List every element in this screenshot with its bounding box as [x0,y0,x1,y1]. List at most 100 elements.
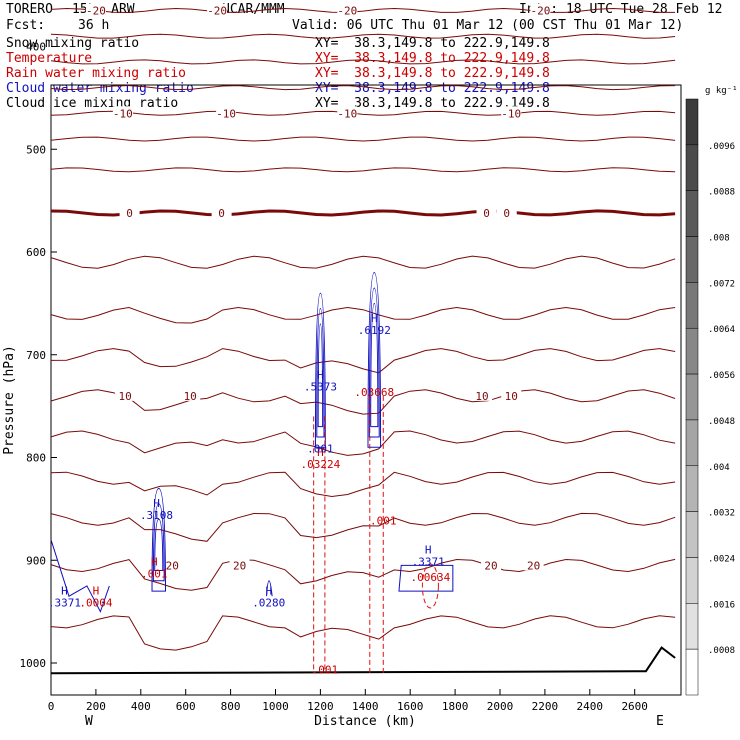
x-tick-label-2400: 2400 [577,700,604,713]
x-tick-label-400: 400 [131,700,151,713]
isotherm-line-21 [50,389,676,415]
extremum-value-2: .0004 [79,596,112,609]
y-tick-label-500: 500 [26,143,46,156]
cloud-water-contour-0-2 [317,323,324,428]
field-xy-temperature: XY= 38.3,149.8 to 222.9,149.8 [315,51,550,66]
colorbar-swatch-8 [685,465,699,512]
extremum-marker-9: H [371,312,378,325]
x-tick-label-0: 0 [48,700,55,713]
colorbar-tick-label-8: .0032 [708,509,735,519]
isotherm-label-5-0: 10 [118,390,131,403]
cloud-water-contour-mid [266,580,273,597]
colorbar-swatch-9 [685,511,699,558]
isotherm-line-16 [50,167,676,173]
colorbar-swatch-5 [685,327,699,375]
extremum-value-10: .03668 [354,386,394,399]
colorbar-swatch-0 [685,98,699,146]
field-name-cloud-ice: Cloud ice mixing ratio [6,96,179,111]
extremum-marker-3: H [153,497,160,510]
model-resolution: 15km ARW [72,2,135,17]
y-tick-label-900: 900 [26,554,46,567]
extremum-value-14: .001 [312,663,339,676]
model-name: TORERO [6,2,53,17]
isotherm-label-bg-2-2 [337,3,358,16]
colorbar-tick-label-9: .0024 [708,554,735,564]
x-tick-label-200: 200 [86,700,106,713]
extremum-value-3: .3108 [140,509,173,522]
isotherm-label-bg-4-2 [476,205,497,218]
isotherm-line-22 [50,430,676,456]
cloud-water-contour-2-2 [154,518,164,572]
isotherm-label-5-3: 10 [505,390,518,403]
field-name-cloud-water: Cloud water mixing ratio [6,81,194,96]
isotherm-label-6-3: 20 [527,559,540,572]
forecast-hour: 36 h [78,18,110,33]
valid-time: Valid: 06 UTC Thu 01 Mar 12 (00 CST Thu … [292,18,684,33]
x-tick-label-600: 600 [176,700,196,713]
isotherm-line-20 [50,348,676,374]
isotherm-label-6-0: 20 [166,559,179,572]
center-name: NCAR/MMM [222,2,285,17]
isotherm-label-3-1: -10 [216,107,236,120]
cloud-water-contour-east [398,564,454,592]
forecast-label: Fcst: [6,18,46,33]
isotherm-line-15 [50,136,676,142]
isotherm-line-14 [50,110,676,116]
extremum-value-12: .3371 [412,555,445,568]
isotherm-label-4-1: 0 [218,207,225,220]
field-xy-cloud-ice: XY= 38.3,149.8 to 222.9,149.8 [315,96,550,111]
cloud-water-contour-1-1 [368,287,380,438]
cloud-water-contour-2-0 [151,487,166,592]
colorbar-swatch-12 [685,648,699,696]
isotherm-label-bg-5-2 [472,388,493,401]
extremum-marker-2: H [93,584,100,597]
cloud-water-contour-west [50,539,110,613]
x-tick-label-1600: 1600 [397,700,424,713]
isotherm-label-4-3: 0 [503,207,510,220]
extremum-value-5: .0280 [252,596,285,609]
colorbar-unit: g kg⁻¹ [705,86,738,96]
field-xy-snow: XY= 38.3,149.8 to 222.9,149.8 [315,36,550,51]
isotherm-label-5-2: 10 [475,390,488,403]
colorbar-swatch-11 [685,603,699,650]
cloud-water-contour-0-0 [314,292,326,448]
extremum-value-6: .5373 [304,381,337,394]
x-tick-label-800: 800 [221,700,241,713]
extremum-marker-5: H [265,584,272,597]
isotherm-label-bg-4-0 [119,205,140,218]
y-axis-label: Pressure (hPa) [2,345,17,455]
x-tick-label-2200: 2200 [532,700,559,713]
field-xy-cloud-water: XY= 38.3,149.8 to 222.9,149.8 [315,81,550,96]
extremum-value-13: .00634 [411,571,451,584]
colorbar-tick-label-5: .0056 [708,371,735,381]
isotherm-line-17 [50,209,676,217]
isotherm-label-6-1: 20 [233,559,246,572]
extremum-value-1: .3371 [48,596,81,609]
init-time: Init: 18 UTC Tue 28 Feb 12 [519,2,723,17]
extremum-value-8: .001 [307,442,334,455]
x-axis-left-end-label: W [85,714,93,729]
colorbar-tick-label-11: .0008 [708,646,735,656]
x-tick-label-2000: 2000 [487,700,514,713]
extremum-marker-12: H [425,543,432,556]
y-tick-label-700: 700 [26,349,46,362]
isotherm-label-bg-5-3 [501,388,522,401]
x-tick-label-1400: 1400 [352,700,379,713]
isotherm-line-23 [50,471,676,498]
extremum-value-9: .6192 [358,324,391,337]
isotherm-label-bg-4-1 [211,205,232,218]
colorbar-swatch-4 [685,282,699,329]
colorbar-tick-label-4: .0064 [708,325,735,335]
colorbar-swatch-10 [685,557,699,604]
y-tick-label-1000: 1000 [20,657,47,670]
isotherm-label-4-0: 0 [126,207,133,220]
rain-contour-east [421,563,439,609]
isotherm-line-18 [50,255,676,269]
colorbar-tick-label-1: .0088 [708,188,735,198]
isotherm-line-25 [50,558,676,591]
colorbar-swatch-2 [685,190,699,237]
x-tick-label-2600: 2600 [621,700,648,713]
colorbar-tick-label-7: .004 [708,463,730,473]
colorbar-tick-label-0: .0096 [708,142,735,152]
